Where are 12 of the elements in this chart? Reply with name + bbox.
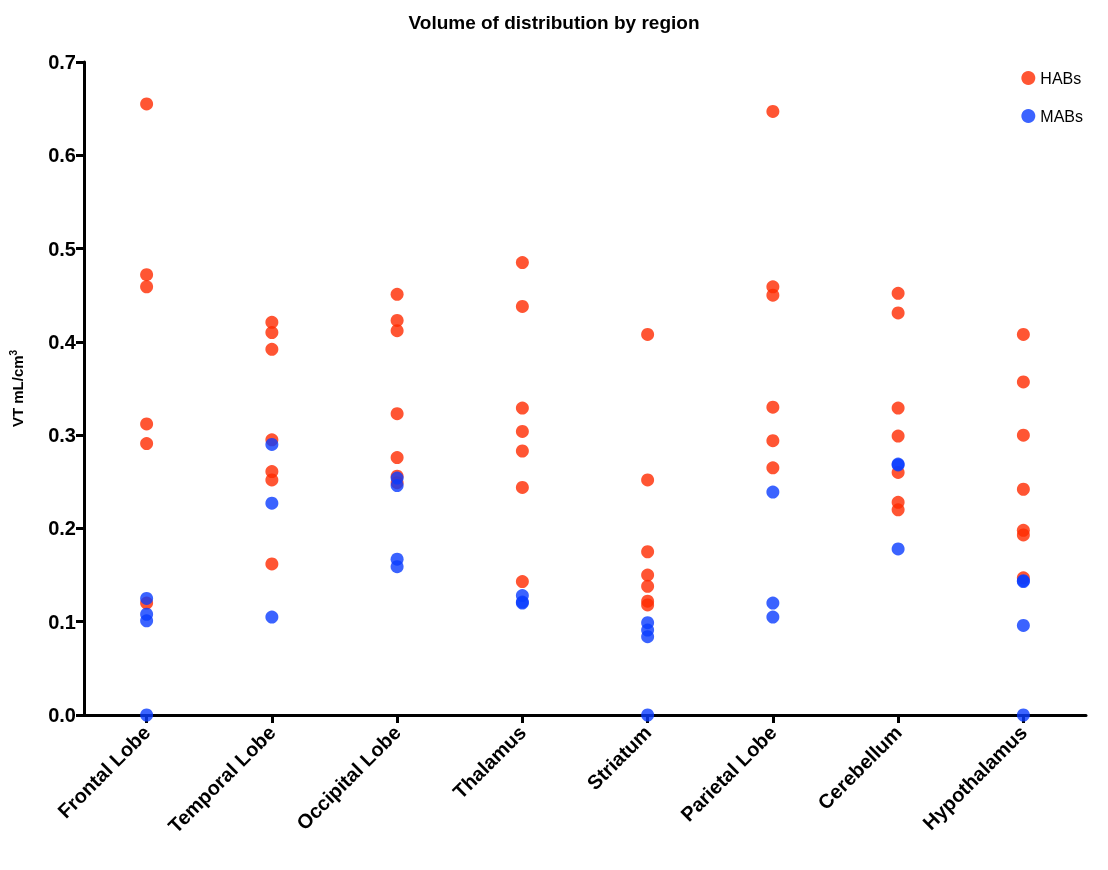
y-tick-label: 0.7 (48, 51, 76, 73)
y-tick-label: 0.3 (48, 424, 76, 447)
y-tick-label: 0.6 (48, 144, 76, 167)
y-axis-title: VT mL/cm3 (7, 349, 26, 428)
y-tick-label: 0.2 (48, 517, 76, 540)
y-tick-label: 0.4 (48, 330, 77, 353)
chart-title: Volume of distribution by region (408, 12, 700, 33)
y-tick-label: 0.0 (48, 704, 76, 726)
legend-label: MABs (1040, 107, 1083, 125)
legend-label: HABs (1040, 69, 1082, 87)
y-tick-label: 0.5 (48, 237, 76, 260)
y-tick-label: 0.1 (48, 610, 76, 633)
